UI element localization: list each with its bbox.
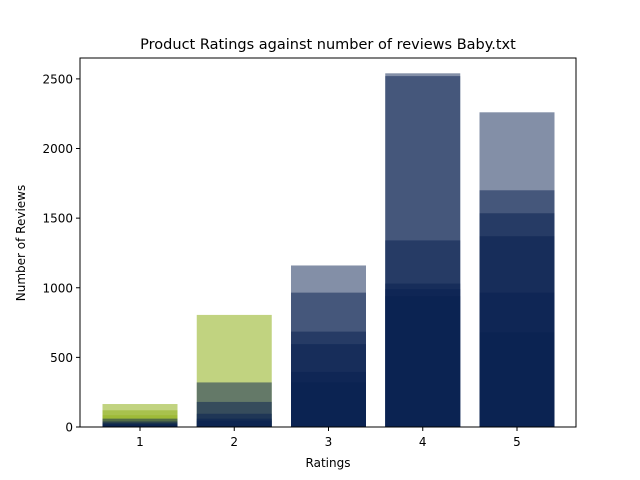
bar-rating-2-layer-9 (196, 420, 272, 427)
y-axis-label: Number of Reviews (14, 185, 28, 301)
x-tick-label: 3 (325, 435, 333, 449)
x-tick-label: 1 (136, 435, 144, 449)
chart-title: Product Ratings against number of review… (140, 37, 516, 53)
y-tick-label: 0 (65, 421, 73, 435)
y-tick-label: 1500 (42, 212, 73, 226)
x-axis: 1 2 3 4 5 (136, 427, 521, 449)
x-tick-label: 5 (513, 435, 521, 449)
bars-group (102, 73, 555, 428)
y-axis: 0 500 1000 1500 2000 2500 (42, 72, 80, 435)
y-tick-label: 2000 (42, 142, 73, 156)
bar-rating-1-layer-9 (102, 424, 178, 427)
y-tick-label: 2500 (42, 72, 73, 86)
y-tick-label: 500 (50, 351, 73, 365)
x-tick-label: 2 (230, 435, 238, 449)
bar-rating-4-layer-9 (385, 296, 461, 427)
bar-rating-3-layer-9 (291, 382, 366, 427)
x-tick-label: 4 (419, 435, 427, 449)
x-axis-label: Ratings (306, 456, 351, 470)
y-tick-label: 1000 (42, 281, 73, 295)
bar-rating-5-layer-9 (479, 332, 555, 427)
